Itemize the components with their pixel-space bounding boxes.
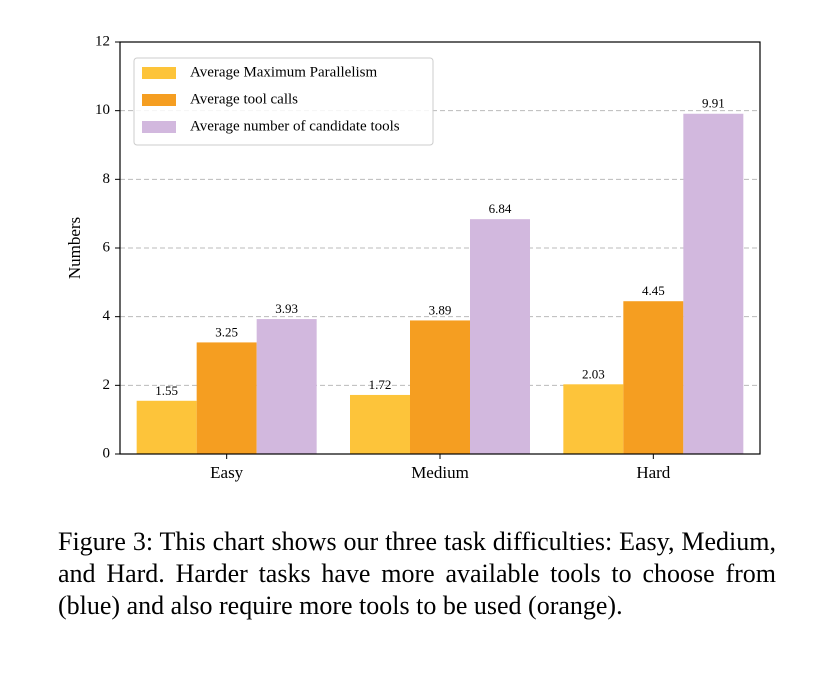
y-tick-label: 4	[103, 308, 111, 324]
y-tick-label: 10	[95, 102, 110, 118]
y-tick-label: 12	[95, 33, 110, 49]
y-tick-label: 2	[103, 377, 111, 393]
figure-caption: Figure 3: This chart shows our three tas…	[58, 527, 776, 620]
bar	[683, 113, 744, 455]
legend-label: Average number of candidate tools	[190, 118, 400, 134]
data-label: 2.03	[582, 366, 605, 381]
bar	[410, 320, 470, 454]
x-tick-label: Medium	[411, 463, 469, 482]
legend: Average Maximum Parallelism Average tool …	[133, 57, 434, 146]
bar	[196, 342, 257, 454]
data-label: 6.84	[489, 201, 512, 216]
bar	[623, 301, 684, 454]
x-tick-label: Hard	[636, 463, 670, 482]
data-label: 3.89	[429, 302, 452, 317]
data-label: 3.25	[215, 324, 238, 339]
legend-swatch	[142, 121, 176, 133]
legend-swatch	[142, 67, 176, 79]
chart: Numbers 0 2 4 6 8 10 12 Easy 1.55 3.25 3.93 Medium 1…	[65, 33, 761, 482]
y-axis-label: Numbers	[65, 217, 84, 279]
plot-frame	[119, 41, 761, 455]
legend-swatch	[142, 94, 176, 106]
y-tick-label: 6	[103, 239, 111, 255]
data-label: 4.45	[642, 283, 665, 298]
bar	[470, 219, 530, 454]
bar	[256, 319, 317, 454]
bar	[136, 400, 197, 454]
data-label: 3.93	[275, 301, 298, 316]
y-tick-label: 8	[103, 171, 111, 187]
x-tick-label: Easy	[210, 463, 244, 482]
bar	[563, 384, 624, 454]
bar	[350, 394, 410, 454]
legend-box	[133, 57, 434, 146]
data-label: 1.72	[369, 377, 392, 392]
data-label: 1.55	[155, 383, 178, 398]
legend-label: Average tool calls	[190, 91, 298, 107]
legend-label: Average Maximum Parallelism	[190, 64, 378, 80]
data-label: 9.91	[702, 96, 725, 111]
y-tick-label: 0	[103, 445, 111, 461]
